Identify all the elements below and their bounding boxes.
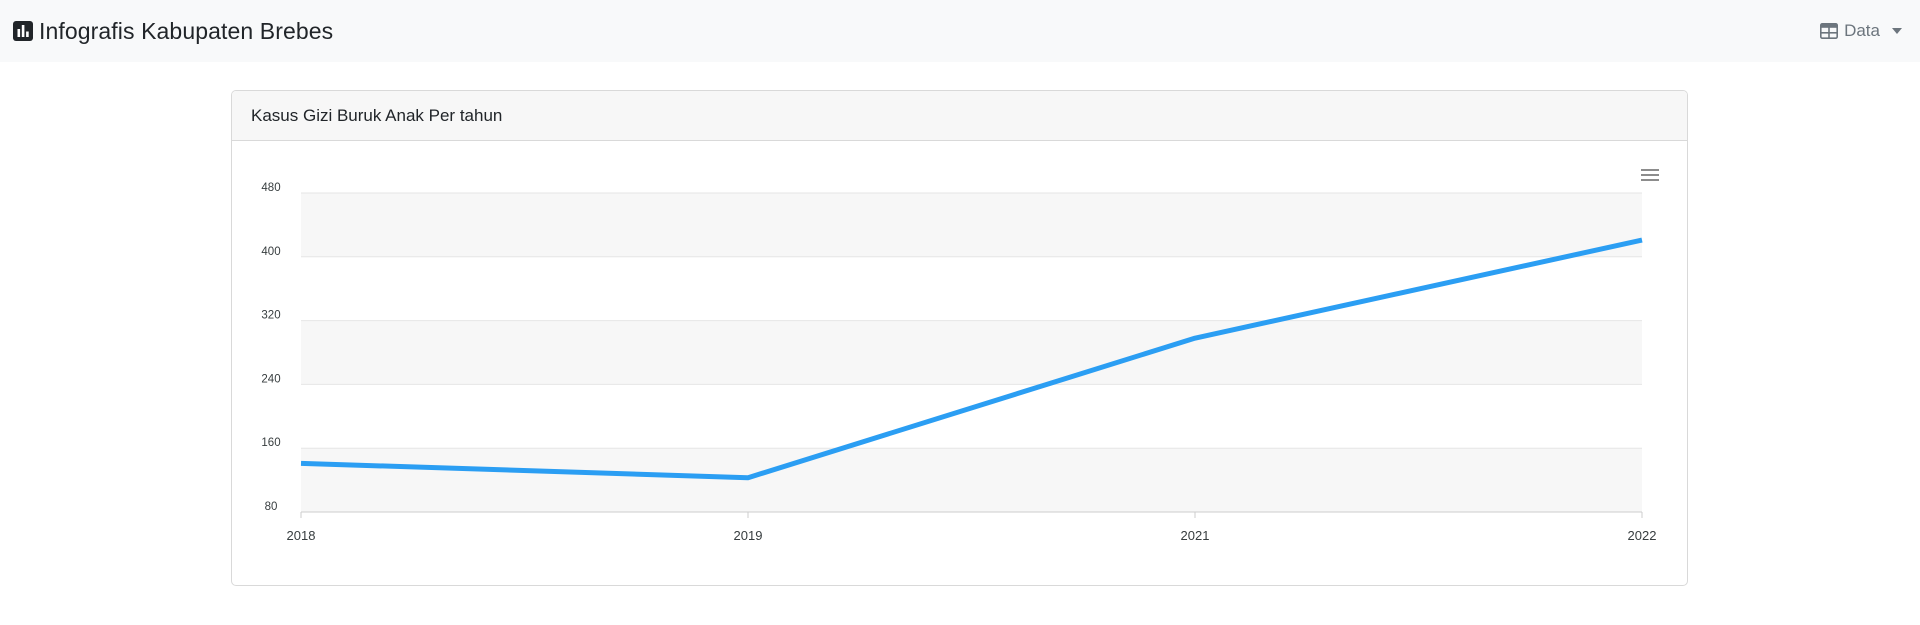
line-chart: 80 160 240 320 400 480 2018 2019 2021 2022 [261, 182, 1657, 543]
brand-title: Infografis Kabupaten Brebes [39, 17, 334, 44]
x-tick-label: 2019 [734, 528, 763, 543]
top-navbar: Infografis Kabupaten Brebes Data [0, 0, 1920, 62]
y-tick-label: 160 [261, 437, 280, 449]
card-title: Kasus Gizi Buruk Anak Per tahun [251, 105, 503, 125]
x-tick-label: 2018 [287, 528, 316, 543]
chart-card: Kasus Gizi Buruk Anak Per tahun 80 160 240… [231, 90, 1688, 586]
dropdown-label: Data [1844, 21, 1880, 40]
chart-area: 80 160 240 320 400 480 2018 2019 2021 2022 [232, 141, 1687, 585]
hamburger-menu-icon[interactable] [1641, 168, 1659, 182]
bar-chart-icon [13, 21, 33, 41]
y-tick-label: 240 [261, 373, 280, 385]
caret-down-icon [1892, 28, 1902, 34]
y-tick-label: 80 [265, 501, 278, 513]
grid-band [301, 320, 1642, 385]
series-line [300, 237, 1643, 481]
grid-band [301, 448, 1642, 512]
x-tick-label: 2022 [1628, 528, 1657, 543]
card-header: Kasus Gizi Buruk Anak Per tahun [232, 91, 1687, 141]
y-tick-label: 480 [261, 182, 280, 194]
y-tick-label: 320 [261, 310, 280, 322]
data-dropdown-toggle[interactable]: Data [1820, 21, 1906, 41]
grid-band [301, 193, 1642, 257]
x-tick-label: 2021 [1181, 528, 1210, 543]
navbar-brand[interactable]: Infografis Kabupaten Brebes [13, 18, 333, 45]
y-tick-label: 400 [261, 246, 280, 258]
table-icon [1820, 23, 1839, 39]
